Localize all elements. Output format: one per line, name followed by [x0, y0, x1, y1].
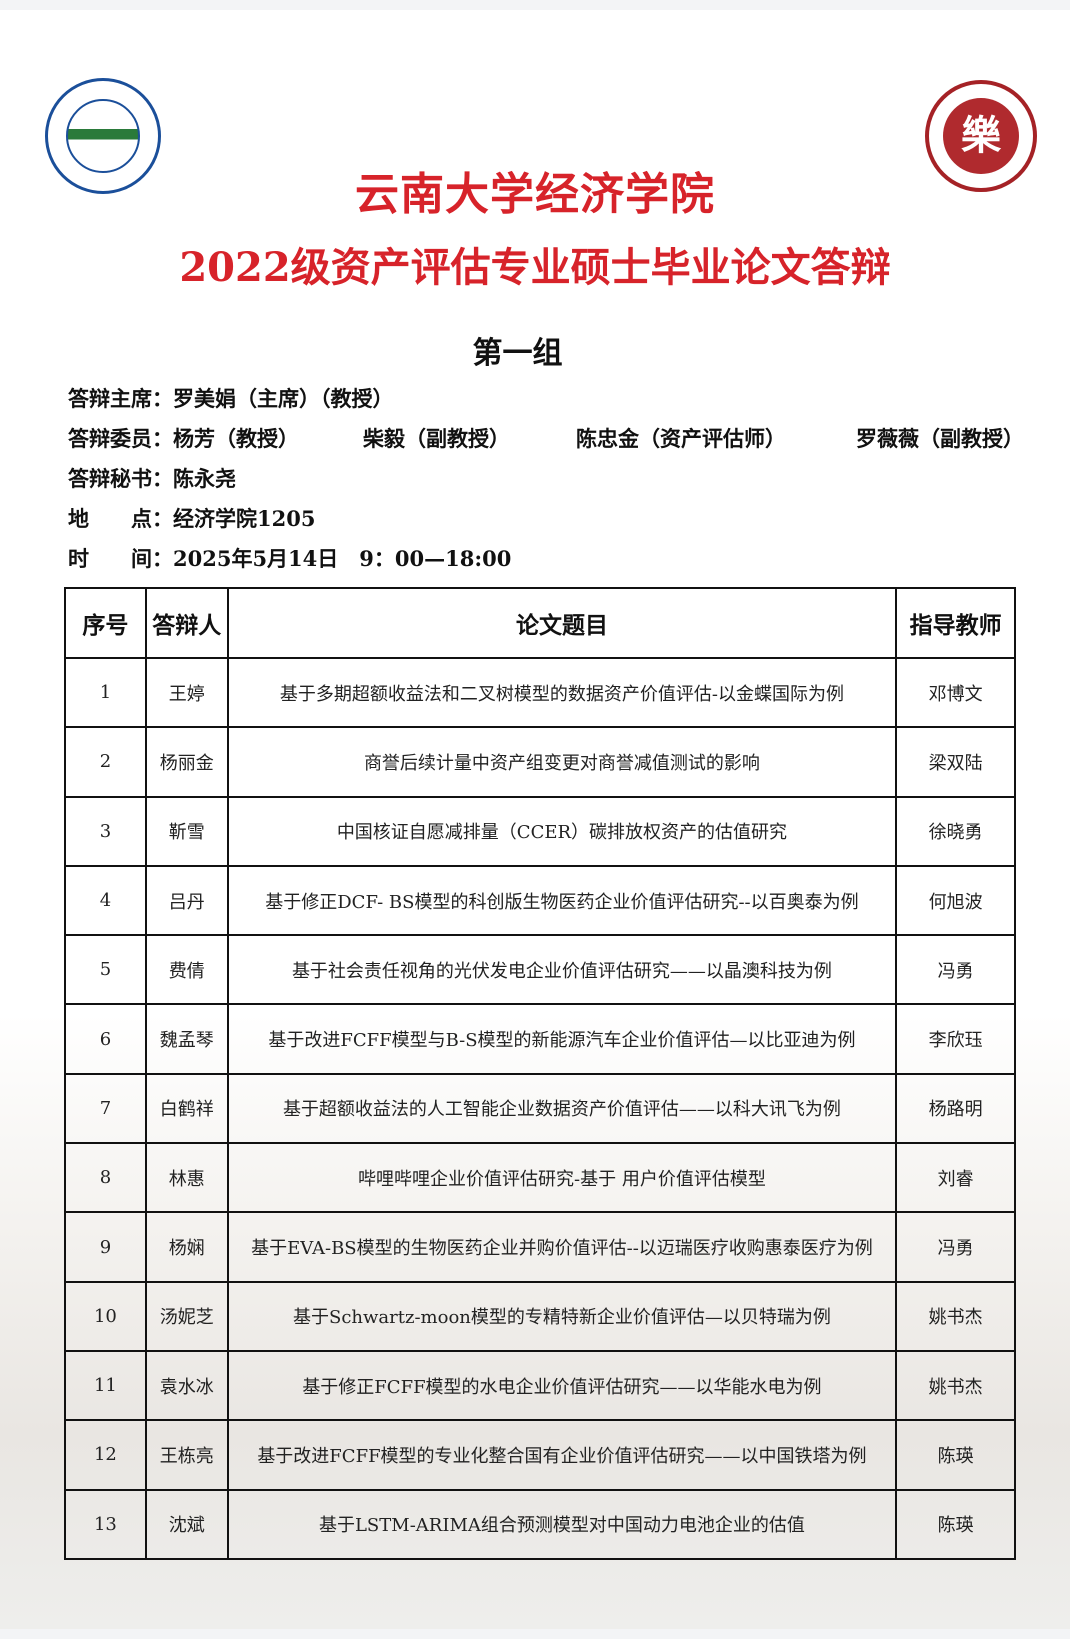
student-name: 沈斌 — [144, 1488, 229, 1560]
student-name: 费倩 — [144, 934, 229, 1006]
advisor-name: 邓博文 — [895, 656, 1016, 729]
thesis-title: 哔哩哔哩企业价值评估研究-基于 用户价值评估模型 — [226, 1142, 898, 1214]
table-row: 9 杨娴 基于EVA-BS模型的生物医药企业并购价值评估--以迈瑞医疗收购惠泰医疗为… — [64, 1211, 1016, 1283]
advisor-name: 姚书杰 — [895, 1280, 1016, 1352]
student-name: 靳雪 — [144, 795, 229, 867]
row-index: 13 — [64, 1488, 147, 1560]
student-name: 汤妮芝 — [144, 1280, 229, 1352]
school-of-economics-logo: 樂 — [925, 80, 1037, 192]
member: 柴毅（副教授） — [363, 426, 510, 451]
table-row: 5 费倩 基于社会责任视角的光伏发电企业价值评估研究——以晶澳科技为例 冯勇 — [64, 934, 1016, 1006]
row-index: 8 — [64, 1142, 147, 1214]
thesis-title: 中国核证自愿减排量（CCER）碳排放权资产的估值研究 — [226, 795, 898, 867]
advisor-name: 陈瑛 — [895, 1488, 1016, 1560]
advisor-name: 陈瑛 — [895, 1419, 1016, 1491]
secretary-label: 答辩秘书： — [68, 466, 173, 491]
row-index: 1 — [64, 656, 147, 729]
secretary-line: 答辩秘书：陈永尧 — [68, 463, 236, 493]
header-index: 序号 — [64, 587, 147, 659]
chair-value: 罗美娟（主席）（教授） — [173, 386, 394, 411]
student-name: 白鹤祥 — [144, 1072, 229, 1145]
advisor-name: 徐晓勇 — [895, 795, 1016, 867]
student-name: 袁水冰 — [144, 1349, 229, 1422]
time-label: 时 间： — [68, 546, 173, 571]
table-row: 11 袁水冰 基于修正FCFF模型的水电企业价值评估研究——以华能水电为例 姚书杰 — [64, 1349, 1016, 1422]
row-index: 4 — [64, 864, 147, 937]
student-name: 杨娴 — [144, 1211, 229, 1283]
header-student: 答辩人 — [144, 587, 229, 659]
table-row: 6 魏孟琴 基于改进FCFF模型与B-S模型的新能源汽车企业价值评估—以比亚迪为例李… — [64, 1003, 1016, 1075]
secretary-value: 陈永尧 — [173, 466, 236, 491]
student-name: 王婷 — [144, 656, 229, 729]
thesis-title: 基于Schwartz-moon模型的专精特新企业价值评估—以贝特瑞为例 — [226, 1280, 898, 1352]
thesis-title: 基于LSTM-ARIMA组合预测模型对中国动力电池企业的估值 — [226, 1488, 898, 1560]
student-name: 林惠 — [144, 1142, 229, 1214]
header-thesis-title: 论文题目 — [226, 587, 898, 659]
group-title: 第一组 — [472, 336, 563, 371]
poster: 樂 云南大学经济学院 2022级资产评估专业硕士毕业论文答辩 第一组 答辩主席：… — [0, 10, 1070, 1629]
table-row: 12 王栋亮 基于改进FCFF模型的专业化整合国有企业价值评估研究——以中国铁塔为例… — [64, 1419, 1016, 1491]
row-index: 2 — [64, 726, 147, 798]
chair-label: 答辩主席： — [68, 386, 173, 411]
location-value: 经济学院1205 — [173, 506, 316, 531]
row-index: 9 — [64, 1211, 147, 1283]
header-advisor: 指导教师 — [895, 587, 1016, 659]
location-label: 地 点： — [68, 506, 173, 531]
table-header-row: 序号 答辩人 论文题目 指导教师 — [64, 587, 1016, 659]
table-row: 7 白鹤祥 基于超额收益法的人工智能企业数据资产价值评估——以科大讯飞为例 杨路明 — [64, 1072, 1016, 1145]
row-index: 7 — [64, 1072, 147, 1145]
page-title: 云南大学经济学院 — [355, 169, 715, 220]
thesis-title: 基于EVA-BS模型的生物医药企业并购价值评估--以迈瑞医疗收购惠泰医疗为例 — [226, 1211, 898, 1283]
advisor-name: 杨路明 — [895, 1072, 1016, 1145]
advisor-name: 姚书杰 — [895, 1349, 1016, 1422]
advisor-name: 何旭波 — [895, 864, 1016, 937]
advisor-name: 梁双陆 — [895, 726, 1016, 798]
table-row: 2 杨丽金 商誉后续计量中资产组变更对商誉减值测试的影响 梁双陆 — [64, 726, 1016, 798]
student-name: 吕丹 — [144, 864, 229, 937]
row-index: 12 — [64, 1419, 147, 1491]
thesis-title: 基于改进FCFF模型与B-S模型的新能源汽车企业价值评估—以比亚迪为例 — [226, 1003, 898, 1075]
members-label: 答辩委员： — [68, 426, 173, 451]
location-line: 地 点：经济学院1205 — [68, 503, 315, 533]
table-row: 13 沈斌 基于LSTM-ARIMA组合预测模型对中国动力电池企业的估值 陈瑛 — [64, 1488, 1016, 1560]
row-index: 6 — [64, 1003, 147, 1075]
thesis-title: 基于多期超额收益法和二叉树模型的数据资产价值评估-以金蝶国际为例 — [226, 656, 898, 729]
time-line: 时 间：2025年5月14日 9：00—18:00 — [68, 543, 511, 573]
members-line: 答辩委员：杨芳（教授） 柴毅（副教授） 陈忠金（资产评估师） 罗薇薇（副教授） — [68, 423, 1024, 453]
thesis-title: 基于修正FCFF模型的水电企业价值评估研究——以华能水电为例 — [226, 1349, 898, 1422]
student-name: 王栋亮 — [144, 1419, 229, 1491]
member: 陈忠金（资产评估师） — [576, 426, 786, 451]
advisor-name: 冯勇 — [895, 1211, 1016, 1283]
thesis-title: 基于社会责任视角的光伏发电企业价值评估研究——以晶澳科技为例 — [226, 934, 898, 1006]
thesis-title: 商誉后续计量中资产组变更对商誉减值测试的影响 — [226, 726, 898, 798]
member: 杨芳（教授） — [173, 426, 299, 451]
thesis-title: 基于改进FCFF模型的专业化整合国有企业价值评估研究——以中国铁塔为例 — [226, 1419, 898, 1491]
student-name: 魏孟琴 — [144, 1003, 229, 1075]
chair-line: 答辩主席：罗美娟（主席）（教授） — [68, 383, 394, 413]
table-row: 8 林惠 哔哩哔哩企业价值评估研究-基于 用户价值评估模型 刘睿 — [64, 1142, 1016, 1214]
table-row: 3 靳雪 中国核证自愿减排量（CCER）碳排放权资产的估值研究 徐晓勇 — [64, 795, 1016, 867]
defense-schedule-table: 序号 答辩人 论文题目 指导教师 1 王婷 基于多期超额收益法和二叉树模型的数据资产… — [64, 587, 1016, 1560]
advisor-name: 刘睿 — [895, 1142, 1016, 1214]
page-subtitle: 2022级资产评估专业硕士毕业论文答辩 — [179, 244, 891, 291]
yunnan-university-logo — [45, 78, 161, 194]
table-row: 1 王婷 基于多期超额收益法和二叉树模型的数据资产价值评估-以金蝶国际为例 邓博文 — [64, 656, 1016, 729]
row-index: 3 — [64, 795, 147, 867]
advisor-name: 冯勇 — [895, 934, 1016, 1006]
member: 罗薇薇（副教授） — [856, 426, 1024, 451]
table-row: 10 汤妮芝 基于Schwartz-moon模型的专精特新企业价值评估—以贝特瑞为例… — [64, 1280, 1016, 1352]
row-index: 10 — [64, 1280, 147, 1352]
time-value: 2025年5月14日 9：00—18:00 — [173, 546, 512, 571]
student-name: 杨丽金 — [144, 726, 229, 798]
thesis-title: 基于超额收益法的人工智能企业数据资产价值评估——以科大讯飞为例 — [226, 1072, 898, 1145]
row-index: 5 — [64, 934, 147, 1006]
advisor-name: 李欣珏 — [895, 1003, 1016, 1075]
thesis-title: 基于修正DCF- BS模型的科创版生物医药企业价值评估研究--以百奥泰为例 — [226, 864, 898, 937]
table-row: 4 吕丹 基于修正DCF- BS模型的科创版生物医药企业价值评估研究--以百奥泰为例… — [64, 864, 1016, 937]
row-index: 11 — [64, 1349, 147, 1422]
